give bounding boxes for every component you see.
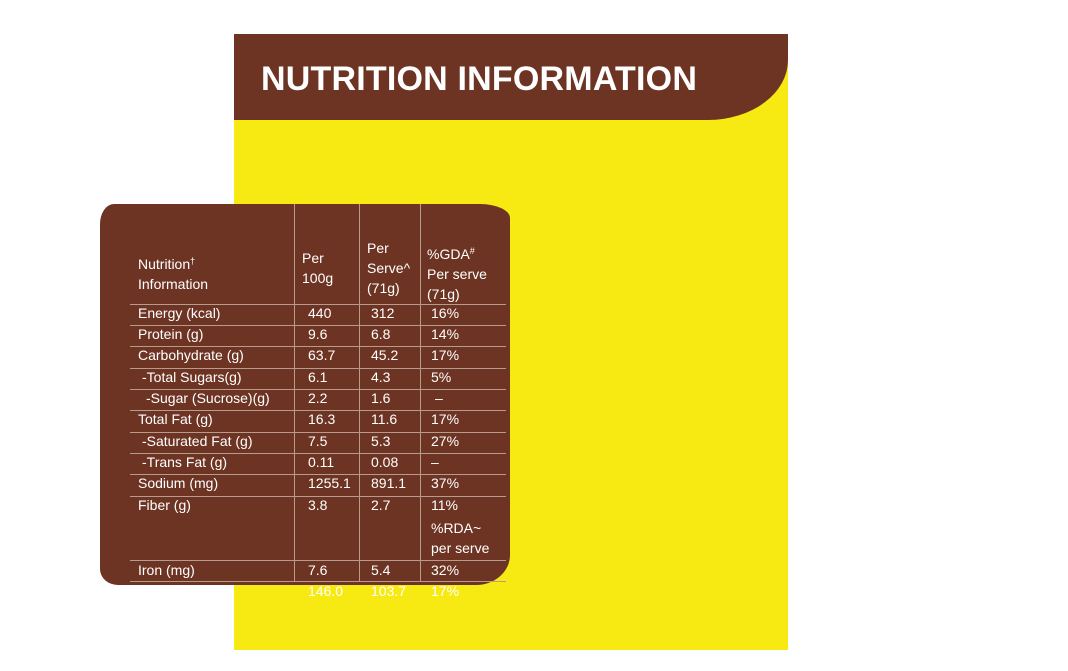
value-percent: 17% bbox=[431, 347, 460, 363]
row-divider bbox=[130, 474, 506, 475]
value-percent: – bbox=[435, 390, 443, 406]
value-per-100g: 2.2 bbox=[308, 390, 328, 406]
title-banner: NUTRITION INFORMATION bbox=[234, 34, 788, 120]
value-percent: 37% bbox=[431, 475, 460, 491]
value-per-100g: 3.8 bbox=[308, 497, 328, 513]
value-percent: 14% bbox=[431, 326, 460, 342]
row-divider bbox=[130, 432, 506, 433]
row-divider bbox=[130, 496, 506, 497]
value-per-serve: 2.7 bbox=[371, 497, 391, 513]
row-divider bbox=[130, 389, 506, 390]
value-per-100g: 9.6 bbox=[308, 326, 328, 342]
header-nutrient: Nutrition† Information bbox=[138, 256, 209, 292]
value-per-serve: 4.3 bbox=[371, 369, 391, 385]
header-gda: %GDA# Per serve (71g) bbox=[427, 246, 487, 302]
header-per-serve: Per Serve^ (71g) bbox=[367, 240, 411, 296]
row-divider bbox=[130, 453, 506, 454]
value-per-100g: 7.5 bbox=[308, 433, 328, 449]
value-per-100g: 16.3 bbox=[308, 411, 336, 427]
value-percent: 16% bbox=[431, 305, 460, 321]
value-per-100g: 146.0 bbox=[308, 583, 344, 599]
row-divider bbox=[130, 410, 506, 411]
value-percent: 11% bbox=[431, 497, 458, 513]
value-percent: 5% bbox=[431, 369, 452, 385]
row-divider bbox=[130, 325, 506, 326]
column-divider bbox=[294, 204, 295, 582]
nutrient-name: Protein (g) bbox=[138, 326, 204, 342]
value-per-100g: 7.6 bbox=[308, 562, 328, 578]
row-divider bbox=[130, 304, 506, 305]
value-per-serve: 6.8 bbox=[371, 326, 391, 342]
value-percent: 27% bbox=[431, 433, 460, 449]
nutrient-name: Iron (mg) bbox=[138, 562, 195, 578]
value-per-serve: 103.7 bbox=[371, 583, 407, 599]
value-per-100g: 63.7 bbox=[308, 347, 336, 363]
column-divider bbox=[420, 204, 421, 582]
value-per-serve: 891.1 bbox=[371, 475, 407, 491]
nutrition-table: Nutrition† Information Per 100g Per Serv… bbox=[130, 204, 510, 599]
value-percent: – bbox=[431, 454, 439, 470]
nutrient-name: -Trans Fat (g) bbox=[142, 454, 228, 470]
value-per-serve: 45.2 bbox=[371, 347, 399, 363]
page-title: NUTRITION INFORMATION bbox=[261, 60, 698, 98]
nutrition-card bbox=[100, 204, 510, 585]
value-per-serve: 11.6 bbox=[371, 411, 398, 427]
row-divider bbox=[130, 560, 506, 561]
value-per-100g: 6.1 bbox=[308, 369, 328, 385]
nutrient-name: Carbohydrate (g) bbox=[138, 347, 244, 363]
value-per-serve: 1.6 bbox=[371, 390, 391, 406]
header-rda: %RDA~ per serve bbox=[431, 520, 490, 556]
row-divider bbox=[130, 581, 506, 582]
value-per-100g: 1255.1 bbox=[308, 475, 351, 491]
value-percent: 32% bbox=[431, 562, 460, 578]
nutrient-name: Calcium (mg) bbox=[138, 583, 222, 599]
value-per-100g: 0.11 bbox=[308, 454, 335, 470]
row-divider bbox=[130, 368, 506, 369]
nutrient-name: -Sugar (Sucrose)(g) bbox=[146, 390, 270, 406]
nutrient-name: -Saturated Fat (g) bbox=[142, 433, 253, 449]
nutrient-name: -Total Sugars(g) bbox=[142, 369, 242, 385]
value-per-serve: 5.3 bbox=[371, 433, 391, 449]
row-divider bbox=[130, 346, 506, 347]
nutrient-name: Energy (kcal) bbox=[138, 305, 221, 321]
column-divider bbox=[359, 204, 360, 582]
nutrient-name: Sodium (mg) bbox=[138, 475, 219, 491]
value-per-serve: 0.08 bbox=[371, 454, 399, 470]
nutrient-name: Total Fat (g) bbox=[138, 411, 213, 427]
value-per-serve: 312 bbox=[371, 305, 395, 321]
value-percent: 17% bbox=[431, 583, 460, 599]
value-per-serve: 5.4 bbox=[371, 562, 391, 578]
value-per-100g: 440 bbox=[308, 305, 332, 321]
header-per-100g: Per 100g bbox=[302, 250, 334, 286]
value-percent: 17% bbox=[431, 411, 460, 427]
nutrient-name: Fiber (g) bbox=[138, 497, 191, 513]
